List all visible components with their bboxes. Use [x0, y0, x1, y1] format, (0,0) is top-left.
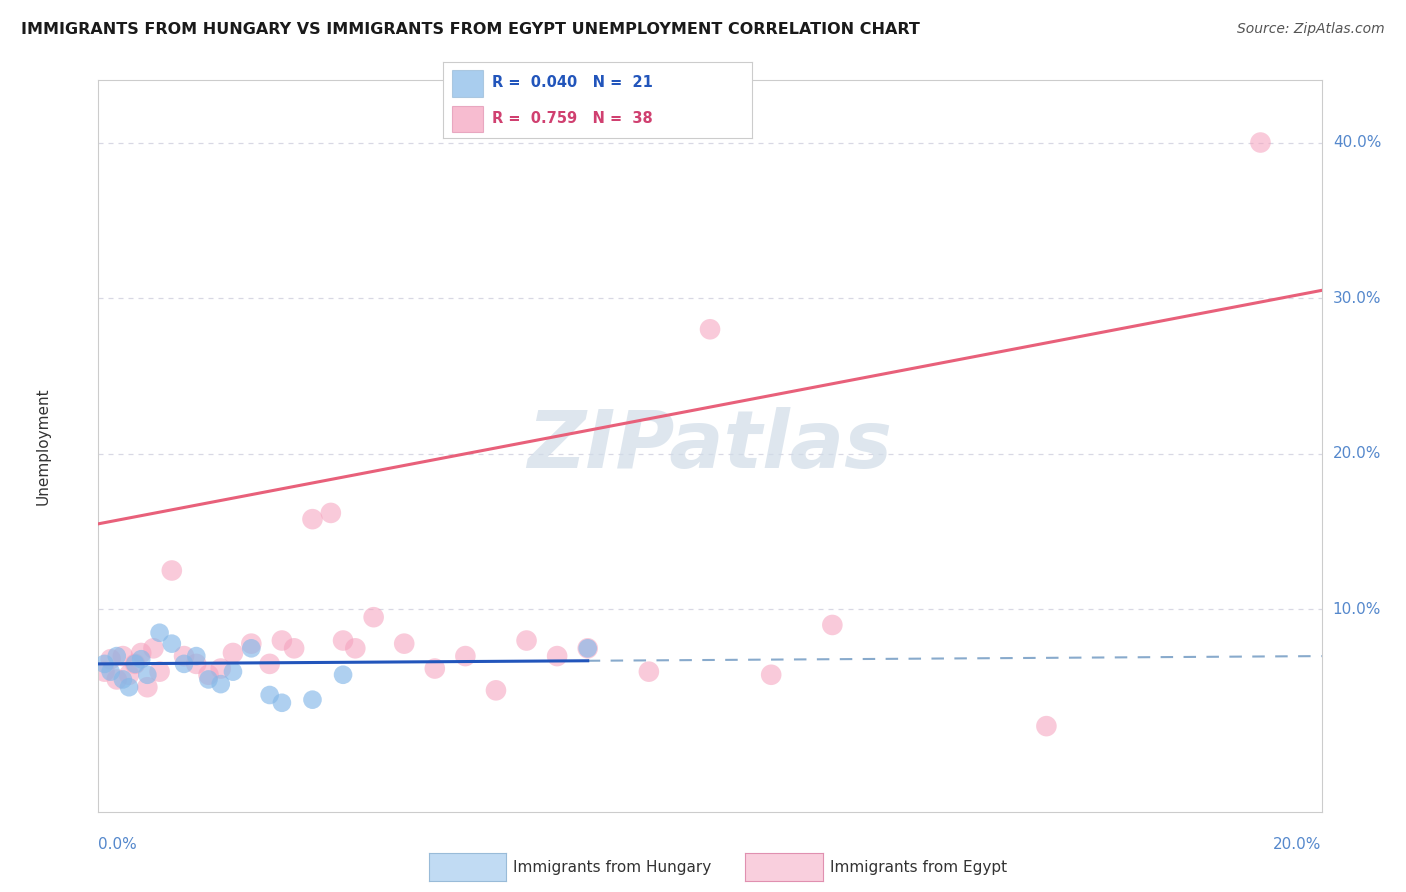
- Point: [100, 665, 122, 679]
- Text: 20.0%: 20.0%: [1333, 446, 1381, 461]
- Bar: [453, 105, 484, 132]
- Point: [240, 637, 263, 651]
- Point: [118, 667, 141, 681]
- Point: [576, 641, 599, 656]
- Point: [454, 649, 477, 664]
- Point: [149, 625, 172, 640]
- Point: [485, 683, 508, 698]
- Point: [142, 641, 165, 656]
- Text: Immigrants from Egypt: Immigrants from Egypt: [830, 861, 1007, 875]
- Point: [100, 652, 122, 666]
- Text: 30.0%: 30.0%: [1333, 291, 1381, 306]
- Point: [344, 641, 367, 656]
- Text: Source: ZipAtlas.com: Source: ZipAtlas.com: [1237, 22, 1385, 37]
- Point: [423, 661, 446, 675]
- Point: [111, 649, 134, 664]
- Point: [93, 665, 115, 679]
- Point: [576, 641, 599, 656]
- Point: [270, 696, 292, 710]
- Point: [301, 692, 323, 706]
- Point: [105, 649, 128, 664]
- Point: [699, 322, 721, 336]
- Point: [259, 657, 281, 671]
- Point: [197, 673, 219, 687]
- Point: [516, 633, 538, 648]
- Point: [129, 652, 152, 666]
- Text: Immigrants from Hungary: Immigrants from Hungary: [513, 861, 711, 875]
- Text: R =  0.040   N =  21: R = 0.040 N = 21: [492, 76, 654, 90]
- Point: [283, 641, 305, 656]
- Point: [332, 667, 354, 681]
- Point: [209, 677, 232, 691]
- Point: [259, 688, 281, 702]
- Point: [319, 506, 342, 520]
- Point: [222, 665, 245, 679]
- Point: [173, 649, 195, 664]
- Point: [129, 646, 152, 660]
- Text: Unemployment: Unemployment: [37, 387, 51, 505]
- Point: [240, 641, 263, 656]
- Point: [105, 673, 128, 687]
- Point: [637, 665, 661, 679]
- Point: [197, 667, 219, 681]
- Point: [136, 667, 159, 681]
- Text: 20.0%: 20.0%: [1274, 837, 1322, 852]
- Point: [270, 633, 292, 648]
- Point: [209, 661, 232, 675]
- Point: [759, 667, 782, 681]
- Point: [1035, 719, 1057, 733]
- Text: R =  0.759   N =  38: R = 0.759 N = 38: [492, 111, 654, 126]
- Point: [821, 618, 844, 632]
- Point: [136, 680, 159, 694]
- Text: 40.0%: 40.0%: [1333, 135, 1381, 150]
- Point: [546, 649, 568, 664]
- Text: 10.0%: 10.0%: [1333, 602, 1381, 617]
- Point: [124, 657, 146, 671]
- Point: [332, 633, 354, 648]
- Text: IMMIGRANTS FROM HUNGARY VS IMMIGRANTS FROM EGYPT UNEMPLOYMENT CORRELATION CHART: IMMIGRANTS FROM HUNGARY VS IMMIGRANTS FR…: [21, 22, 920, 37]
- Point: [222, 646, 245, 660]
- Point: [392, 637, 416, 651]
- Point: [186, 657, 208, 671]
- Point: [160, 564, 183, 578]
- Point: [93, 657, 115, 671]
- Point: [118, 680, 141, 694]
- Point: [124, 657, 146, 671]
- Bar: [453, 70, 484, 96]
- Point: [1249, 136, 1271, 150]
- Point: [363, 610, 385, 624]
- Point: [160, 637, 183, 651]
- Text: ZIPatlas: ZIPatlas: [527, 407, 893, 485]
- Text: 0.0%: 0.0%: [98, 837, 138, 852]
- Point: [149, 665, 172, 679]
- Point: [111, 673, 134, 687]
- Point: [186, 649, 208, 664]
- Point: [301, 512, 323, 526]
- Point: [173, 657, 195, 671]
